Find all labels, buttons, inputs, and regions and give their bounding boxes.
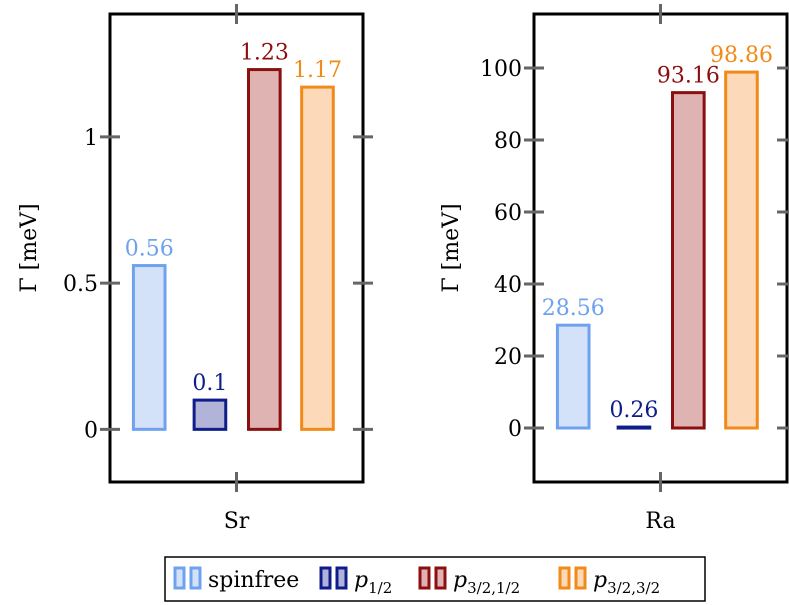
y-axis-label: Γ [meV] bbox=[17, 203, 42, 292]
legend: spinfree p1/2 p3/2,1/2 p3/2,3/2 bbox=[164, 556, 706, 602]
bar-3 bbox=[724, 70, 759, 430]
bar-1 bbox=[616, 425, 652, 430]
bar-3 bbox=[300, 85, 335, 431]
legend-entry-2: p3/2,1/2 bbox=[453, 568, 520, 597]
x-category-label: Sr bbox=[224, 509, 250, 534]
ytick-label: 80 bbox=[494, 129, 522, 154]
bar-2 bbox=[247, 68, 282, 431]
data-label-2: 1.23 bbox=[240, 41, 289, 66]
data-label-0: 28.56 bbox=[542, 296, 605, 321]
bar-2 bbox=[671, 91, 706, 430]
ytick-label: 40 bbox=[494, 273, 522, 298]
ytick-label: 0.5 bbox=[63, 272, 98, 297]
ytick-label: 1 bbox=[84, 126, 98, 151]
legend-swatch-b bbox=[434, 566, 447, 590]
ytick-label: 0 bbox=[508, 417, 522, 442]
data-label-3: 1.17 bbox=[293, 58, 342, 83]
data-label-3: 98.86 bbox=[710, 43, 773, 68]
legend-swatch-a bbox=[173, 566, 186, 590]
legend-swatch-b bbox=[335, 566, 348, 590]
legend-swatch-b bbox=[574, 566, 587, 590]
legend-entry-3: p3/2,3/2 bbox=[593, 568, 660, 597]
ytick-label: 100 bbox=[480, 57, 522, 82]
bar-1 bbox=[192, 398, 228, 431]
legend-swatch-a bbox=[558, 566, 571, 590]
bar-0 bbox=[131, 264, 167, 431]
ytick-label: 20 bbox=[494, 345, 522, 370]
panel-sr: 0.56 0.1 1.231.17 0 0.5 1 Sr Γ [meV] bbox=[17, 4, 373, 534]
legend-entry-1: p1/2 bbox=[354, 568, 392, 597]
legend-swatch-a bbox=[418, 566, 431, 590]
legend-swatch-a bbox=[319, 566, 332, 590]
legend-swatch-b bbox=[189, 566, 202, 590]
data-label-1: 0.26 bbox=[609, 398, 658, 423]
data-label-2: 93.16 bbox=[657, 64, 720, 89]
y-axis-label: Γ [meV] bbox=[439, 203, 464, 292]
ytick-label: 0 bbox=[84, 418, 98, 443]
data-label-1: 0.1 bbox=[192, 371, 227, 396]
x-category-label: Ra bbox=[645, 509, 675, 534]
legend-entry-0: spinfree bbox=[208, 568, 299, 593]
bar-0 bbox=[555, 323, 591, 430]
ytick-label: 60 bbox=[494, 201, 522, 226]
data-label-0: 0.56 bbox=[125, 237, 174, 262]
